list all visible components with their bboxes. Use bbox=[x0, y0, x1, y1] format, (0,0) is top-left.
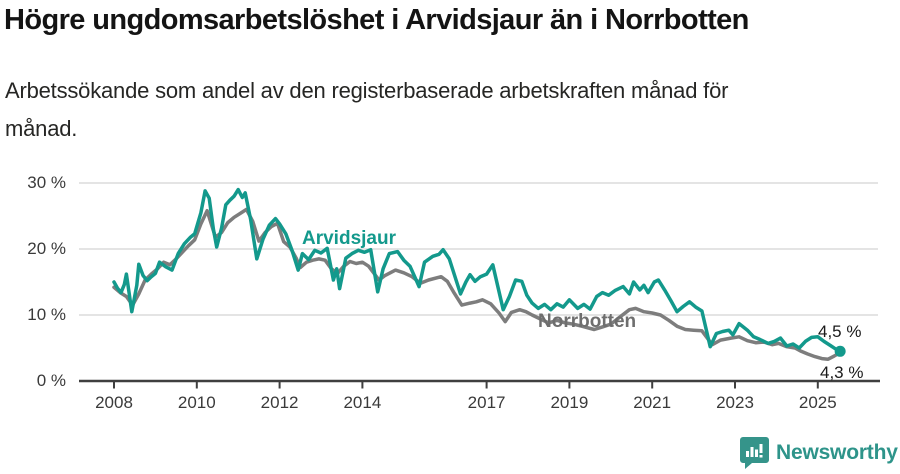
latest-value-dot bbox=[834, 345, 846, 357]
x-tick-label: 2008 bbox=[95, 393, 133, 412]
x-tick-label: 2021 bbox=[633, 393, 672, 412]
end-value-norrbotten: 4,3 % bbox=[820, 363, 864, 382]
x-tick-label: 2025 bbox=[798, 393, 837, 412]
x-tick-label: 2023 bbox=[716, 393, 754, 412]
series-label-arvidsjaur: Arvidsjaur bbox=[302, 228, 396, 249]
chart-subtitle: Arbetssökande som andel av den registerb… bbox=[5, 72, 845, 148]
series-line-norrbotten bbox=[112, 207, 842, 361]
x-tick-label: 2014 bbox=[343, 393, 382, 412]
y-tick-label: 10 % bbox=[27, 305, 66, 324]
y-tick-label: 30 % bbox=[27, 173, 66, 192]
subtitle-line-2: månad. bbox=[5, 116, 78, 141]
brand-name: Newsworthy bbox=[776, 440, 898, 464]
series-line-arvidsjaur bbox=[112, 187, 842, 354]
subtitle-line-1: Arbetssökande som andel av den registerb… bbox=[5, 78, 729, 103]
end-value-arvidsjaur: 4,5 % bbox=[818, 322, 862, 341]
x-tick-label: 2010 bbox=[177, 393, 216, 412]
series-label-norrbotten: Norrbotten bbox=[538, 311, 637, 332]
y-tick-label: 20 % bbox=[27, 239, 66, 258]
x-tick-label: 2012 bbox=[260, 393, 299, 412]
chart-header: Högre ungdomsarbetslöshet i Arvidsjaur ä… bbox=[4, 2, 884, 141]
x-tick-label: 2017 bbox=[467, 393, 506, 412]
page-title: Högre ungdomsarbetslöshet i Arvidsjaur ä… bbox=[4, 4, 749, 36]
y-tick-label: 0 % bbox=[36, 371, 66, 390]
brand-footer: Newsworthy bbox=[740, 436, 898, 469]
x-tick-label: 2019 bbox=[550, 393, 589, 412]
newsworthy-logo-icon bbox=[740, 437, 769, 469]
